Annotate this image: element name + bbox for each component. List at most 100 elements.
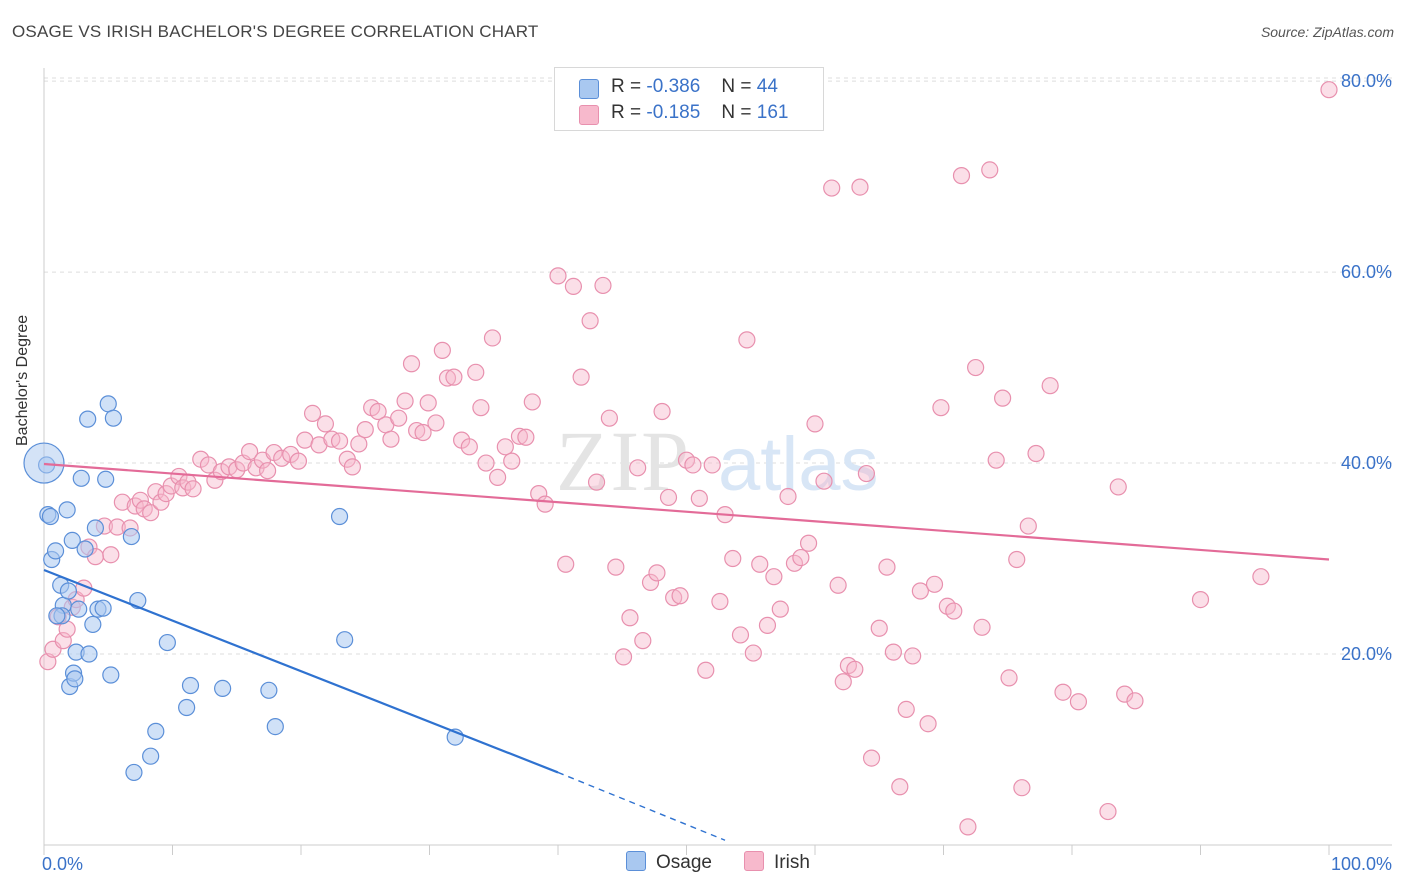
- irish-point: [834, 673, 852, 691]
- irish-point: [241, 442, 259, 461]
- irish-point: [738, 331, 756, 349]
- osage-point: [147, 722, 165, 740]
- irish-point: [815, 472, 833, 490]
- irish-point: [973, 618, 991, 636]
- watermark-zip: ZIP: [556, 413, 691, 509]
- irish-point: [994, 389, 1012, 407]
- irish-point: [477, 454, 495, 472]
- irish-point: [273, 449, 291, 467]
- irish-point: [919, 715, 937, 733]
- osage-point: [266, 717, 284, 736]
- irish-point: [460, 438, 478, 456]
- irish-point: [846, 660, 864, 678]
- osage-point: [58, 501, 76, 519]
- irish-point: [823, 179, 841, 197]
- irish-point: [356, 421, 374, 439]
- osage-point: [125, 763, 143, 782]
- watermark-atlas: atlas: [718, 422, 879, 507]
- irish-point: [489, 468, 507, 486]
- osage-point: [94, 599, 112, 617]
- irish-point: [594, 276, 612, 295]
- irish-point: [1116, 685, 1134, 703]
- irish-point: [945, 602, 963, 620]
- irish-point: [572, 368, 590, 386]
- irish-r-value: -0.185: [646, 102, 701, 123]
- osage-point: [80, 645, 98, 663]
- irish-n-value: 161: [756, 102, 789, 123]
- osage-point: [260, 681, 278, 699]
- irish-point: [350, 435, 368, 453]
- irish-point: [303, 404, 322, 422]
- irish-point: [697, 661, 715, 679]
- irish-point: [549, 267, 567, 285]
- irish-point: [467, 363, 485, 381]
- irish-point: [648, 564, 666, 582]
- irish-point: [142, 504, 160, 522]
- irish-point: [925, 575, 944, 593]
- osage-point: [142, 747, 160, 765]
- tick-labels: 20.0% 40.0% 60.0% 80.0% 0.0% 100.0%: [42, 71, 1392, 874]
- irish-point: [621, 609, 639, 627]
- irish-point: [744, 644, 762, 662]
- irish-point: [1320, 81, 1338, 99]
- irish-point: [1019, 517, 1037, 535]
- irish-point: [870, 619, 888, 637]
- irish-point: [711, 592, 729, 611]
- osage-point: [72, 469, 90, 487]
- irish-point: [587, 473, 606, 491]
- irish-point: [731, 626, 750, 644]
- irish-point: [1013, 779, 1031, 797]
- irish-point: [758, 616, 777, 634]
- irish-point: [1109, 478, 1127, 496]
- y-tick-label: 80.0%: [1341, 71, 1392, 91]
- irish-point: [897, 700, 915, 719]
- irish-point: [483, 329, 502, 347]
- osage-series: [23, 395, 464, 782]
- irish-point: [724, 549, 742, 568]
- osage-point: [181, 676, 200, 695]
- irish-point: [1069, 693, 1088, 711]
- irish-point: [564, 277, 583, 295]
- irish-point: [343, 458, 361, 476]
- irish-legend-swatch: [744, 851, 764, 871]
- osage-trendline-extension: [557, 771, 726, 841]
- osage-r-value: -0.386: [646, 76, 701, 97]
- irish-point: [932, 399, 950, 417]
- osage-legend-swatch: [626, 851, 646, 871]
- irish-point: [665, 589, 683, 607]
- irish-point: [131, 491, 149, 509]
- osage-point: [104, 409, 122, 427]
- irish-point: [1126, 692, 1144, 710]
- irish-point: [472, 399, 490, 417]
- irish-point: [690, 489, 708, 507]
- irish-point: [330, 432, 349, 450]
- irish-point: [891, 778, 909, 796]
- bottom-legend-osage: Osage: [626, 851, 712, 874]
- osage-trendline: [43, 568, 559, 774]
- irish-point: [369, 402, 387, 421]
- irish-point: [152, 493, 170, 511]
- osage-point: [84, 615, 102, 634]
- correlation-legend: R = -0.386 N = 44 R = -0.185 N = 161: [554, 67, 824, 131]
- irish-point: [959, 818, 977, 836]
- irish-point: [536, 495, 554, 513]
- irish-point: [510, 427, 529, 445]
- irish-point: [1027, 444, 1045, 463]
- irish-point: [1054, 683, 1072, 701]
- irish-point: [496, 438, 514, 456]
- irish-point: [799, 534, 818, 552]
- irish-point: [857, 464, 876, 483]
- x-tick-label: 100.0%: [1331, 854, 1392, 874]
- irish-point: [987, 451, 1005, 469]
- irish-point: [147, 483, 165, 501]
- irish-point: [792, 548, 810, 567]
- n-label: N =: [721, 102, 752, 123]
- irish-point: [517, 428, 535, 446]
- irish-point: [771, 600, 789, 618]
- irish-point: [390, 409, 408, 427]
- irish-point: [641, 573, 660, 592]
- irish-point: [108, 518, 126, 536]
- irish-series: [39, 81, 1338, 836]
- irish-point: [878, 558, 896, 576]
- irish-point: [258, 462, 277, 480]
